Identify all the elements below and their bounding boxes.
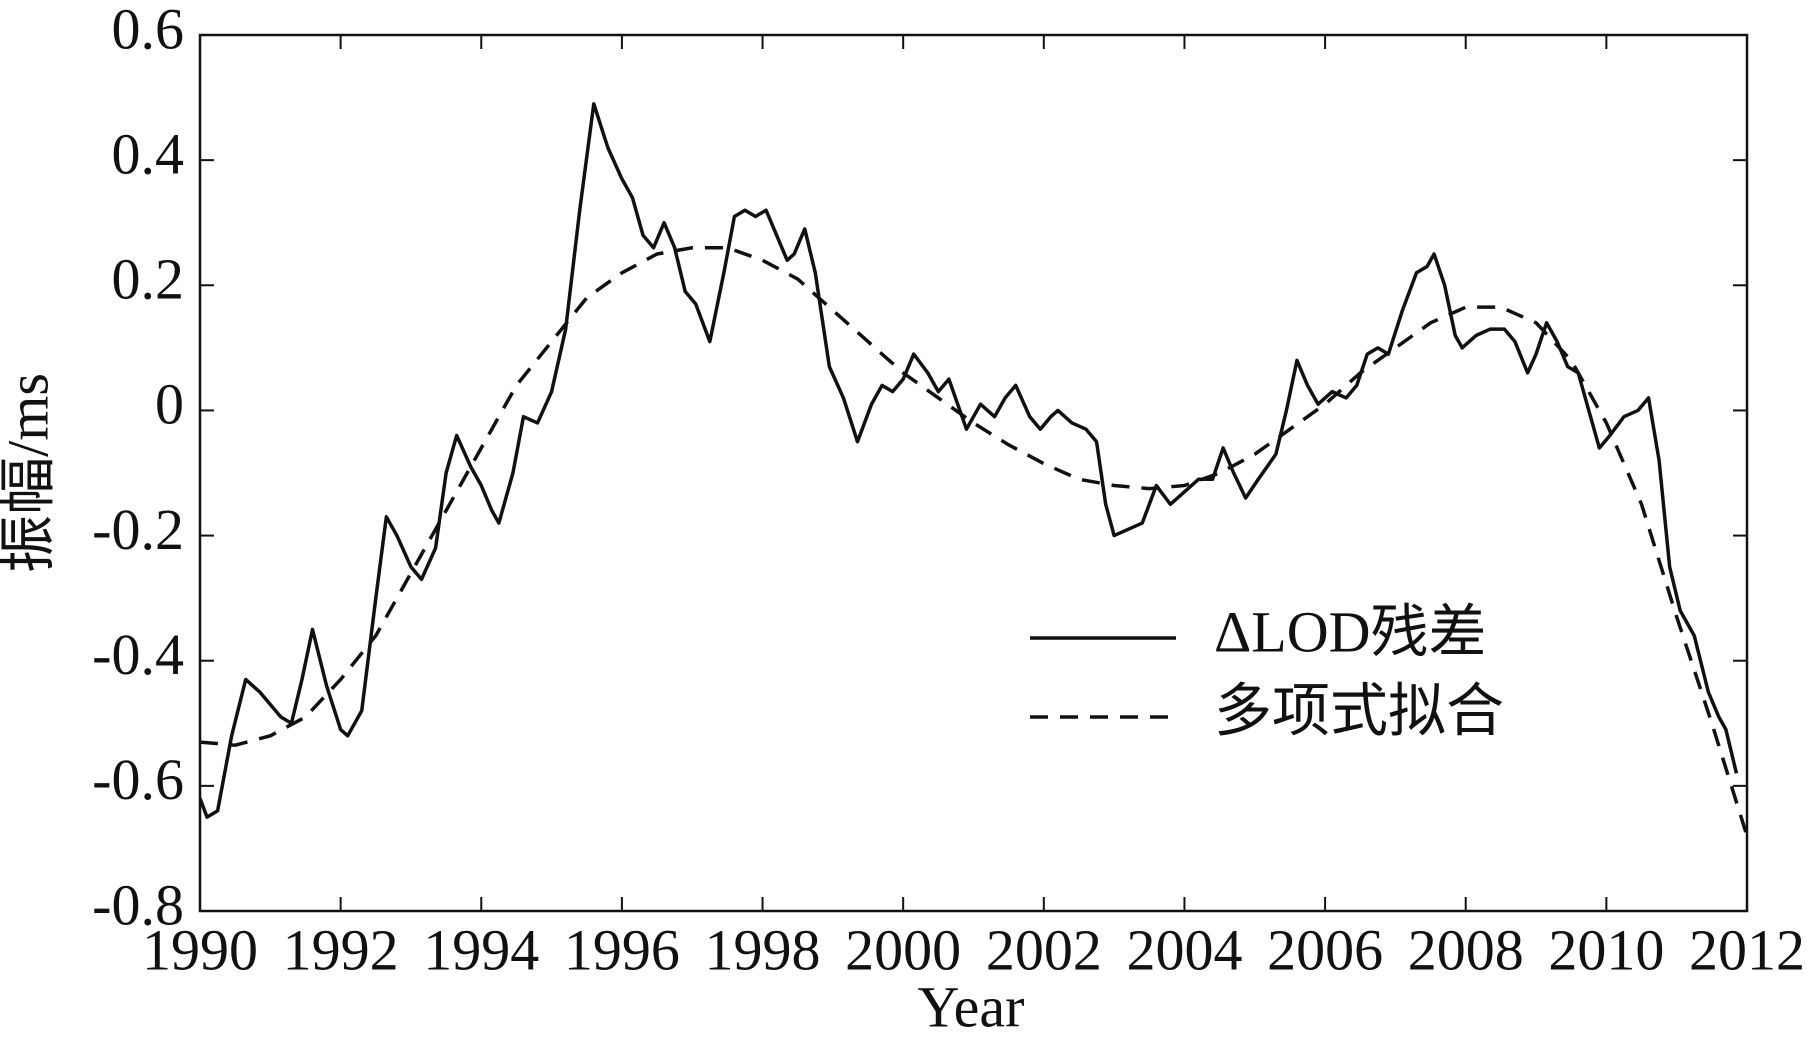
y-tick-label: -0.6 (92, 747, 184, 812)
x-tick-label: 1992 (283, 917, 399, 982)
plot-frame (198, 33, 1749, 913)
x-tick-label: 1990 (142, 917, 258, 982)
y-tick-label: -0.8 (92, 872, 184, 937)
y-tick-label: 0.2 (112, 247, 185, 312)
legend-label: 多项式拟合 (1214, 678, 1504, 743)
x-tick-label: 2008 (1408, 917, 1524, 982)
y-tick-label: 0.6 (112, 0, 185, 61)
line (200, 245, 1747, 837)
y-axis-label: 振幅/ms (0, 373, 60, 573)
x-tick-label: 1994 (423, 917, 539, 982)
y-tick-label: 0 (155, 372, 184, 437)
x-tick-label: 2002 (986, 917, 1102, 982)
x-tick-label: 2012 (1689, 917, 1805, 982)
x-tick-label: 2004 (1126, 917, 1242, 982)
line (200, 102, 1739, 819)
x-tick-label: 2010 (1548, 917, 1664, 982)
y-tick-label: -0.2 (92, 497, 184, 562)
x-axis-label: Year (918, 974, 1025, 1039)
legend-label: ΔLOD残差 (1214, 599, 1487, 664)
y-tick-label: 0.4 (112, 121, 185, 186)
x-tick-label: 2006 (1267, 917, 1383, 982)
y-tick-label: -0.4 (92, 622, 184, 687)
x-tick-label: 1996 (564, 917, 680, 982)
x-tick-label: 2000 (845, 917, 961, 982)
x-tick-label: 1998 (705, 917, 821, 982)
